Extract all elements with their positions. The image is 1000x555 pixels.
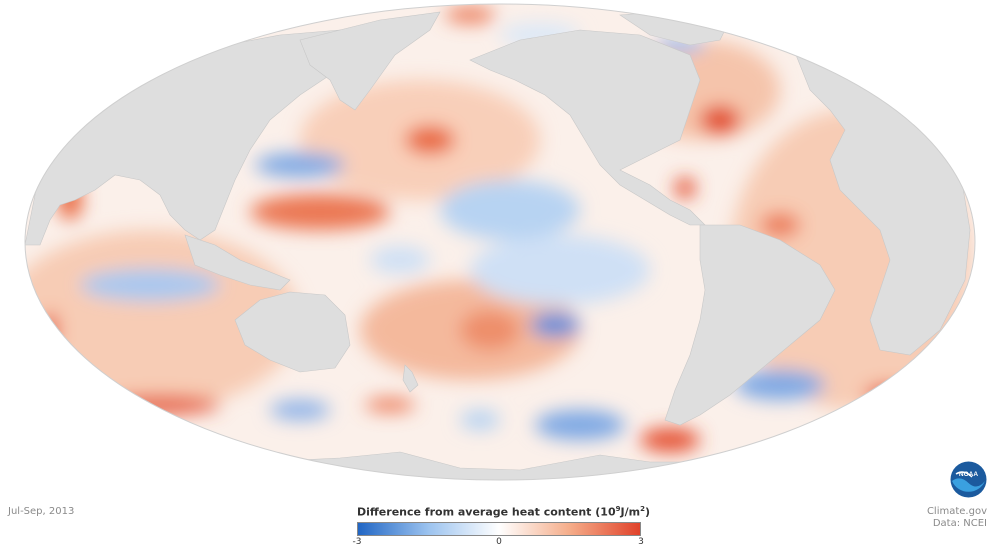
heat-content-map — [24, 3, 976, 481]
legend-title-close: ) — [644, 505, 650, 519]
landmass-se-asia — [184, 234, 291, 291]
credit-source: Data: NCEI — [932, 518, 987, 529]
legend-title-text: Difference from average heat content (10 — [357, 505, 616, 519]
legend-gradient-bar — [357, 522, 641, 536]
noaa-logo-icon: NOAA — [950, 461, 987, 498]
legend-title: Difference from average heat content (10… — [357, 505, 650, 519]
color-legend: Difference from average heat content (10… — [353, 505, 650, 550]
credits: Climate.gov Data: NCEI — [927, 506, 987, 530]
legend-tick-mid: 0 — [496, 537, 502, 547]
legend-title-unit-exponent: 2 — [640, 505, 645, 513]
landmass-siberia — [299, 11, 441, 111]
legend-tick-max: 3 — [638, 537, 644, 547]
legend-tick-min: -3 — [352, 537, 362, 547]
globe-border — [24, 3, 976, 481]
landmass-australia — [234, 291, 351, 373]
landmass-new-zealand — [402, 364, 419, 393]
legend-title-unit: J/m — [620, 505, 641, 519]
landmass-south-america — [664, 224, 836, 426]
legend-title-exponent: 9 — [615, 505, 621, 513]
landmass-north-america — [469, 29, 706, 226]
credit-site: Climate.gov — [926, 506, 987, 517]
legend-ticks: -3 0 3 — [353, 536, 644, 550]
noaa-logo-text: NOAA — [959, 471, 978, 478]
date-label: Jul-Sep, 2013 — [8, 506, 75, 517]
